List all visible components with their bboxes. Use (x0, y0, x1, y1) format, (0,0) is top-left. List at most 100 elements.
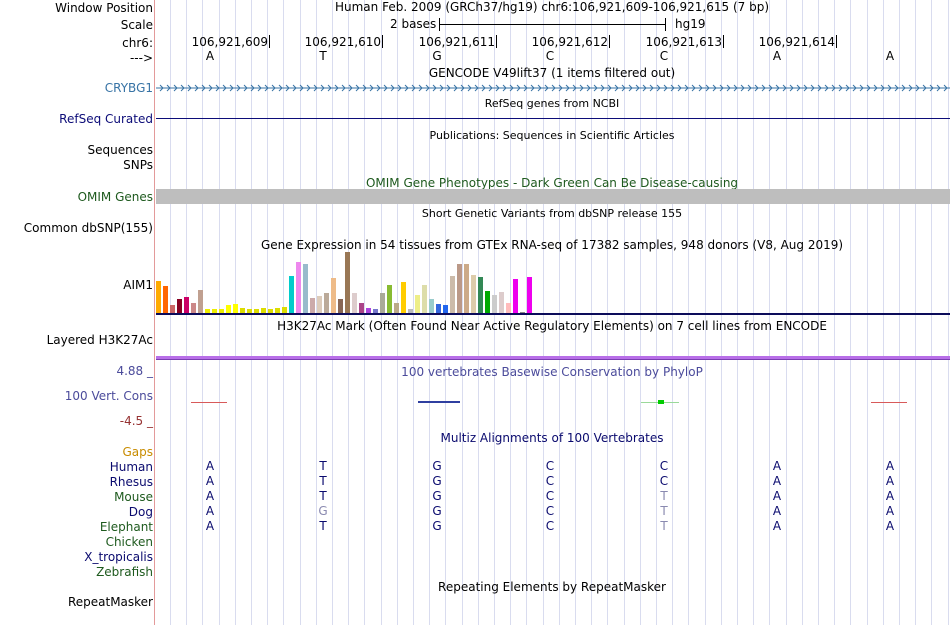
gtex-tissue-bar[interactable] (450, 276, 455, 313)
gtex-tissue-bar[interactable] (240, 308, 245, 313)
gtex-tissue-bar[interactable] (485, 291, 490, 313)
gtex-tissue-bar[interactable] (401, 282, 406, 313)
gtex-tissue-bar[interactable] (233, 304, 238, 313)
species-label-rhesus[interactable]: Rhesus (109, 475, 153, 489)
species-label-mouse[interactable]: Mouse (114, 490, 153, 504)
species-label-x-tropicalis[interactable]: X_tropicalis (84, 550, 153, 564)
alignment-base: G (432, 459, 442, 473)
gtex-tissue-bar[interactable] (268, 309, 273, 313)
gtex-tissue-bar[interactable] (282, 307, 287, 313)
gtex-tissue-bar[interactable] (170, 305, 175, 313)
gencode-gene-feature[interactable] (156, 82, 950, 94)
gtex-tissue-bar[interactable] (338, 299, 343, 313)
gtex-tissue-bar[interactable] (478, 277, 483, 313)
gtex-tissue-bar[interactable] (520, 312, 525, 313)
gtex-track-title[interactable]: Gene Expression in 54 tissues from GTEx … (260, 238, 844, 252)
scale-label: Scale (120, 18, 153, 32)
species-label-zebrafish[interactable]: Zebrafish (96, 565, 153, 579)
label-column-separator (154, 0, 155, 625)
gtex-tissue-bar[interactable] (177, 299, 182, 313)
h3k27ac-track-title[interactable]: H3K27Ac Mark (Often Found Near Active Re… (277, 319, 827, 333)
gtex-tissue-bar[interactable] (492, 295, 497, 313)
dbsnp-track-label[interactable]: Common dbSNP(155) (23, 221, 153, 235)
alignment-base: A (885, 474, 895, 488)
gtex-tissue-bar[interactable] (156, 281, 161, 313)
refseq-track-title[interactable]: RefSeq genes from NCBI (484, 97, 620, 110)
ref-base: C (659, 49, 669, 63)
gtex-tissue-bar[interactable] (324, 293, 329, 313)
gtex-tissue-bar[interactable] (226, 305, 231, 313)
gtex-track-label[interactable]: AIM1 (123, 278, 153, 292)
repeatmasker-track-label[interactable]: RepeatMasker (67, 595, 153, 609)
gtex-baseline (156, 313, 950, 315)
alignment-base: A (772, 474, 782, 488)
repeatmasker-track-title[interactable]: Repeating Elements by RepeatMasker (438, 580, 666, 594)
species-label-human[interactable]: Human (109, 460, 153, 474)
publications-label-snps[interactable]: SNPs (123, 158, 153, 172)
gtex-tissue-bar[interactable] (387, 285, 392, 313)
publications-label-sequences[interactable]: Sequences (87, 143, 153, 157)
coordinate-tick (723, 35, 724, 48)
gtex-tissue-bar[interactable] (191, 303, 196, 313)
alignment-base: A (772, 459, 782, 473)
gtex-tissue-bar[interactable] (443, 305, 448, 313)
gtex-tissue-bar[interactable] (310, 298, 315, 313)
gtex-tissue-bar[interactable] (471, 275, 476, 313)
gtex-tissue-bar[interactable] (457, 264, 462, 313)
gtex-tissue-bar[interactable] (499, 292, 504, 313)
species-label-dog[interactable]: Dog (128, 505, 153, 519)
gtex-tissue-bar[interactable] (212, 309, 217, 313)
gtex-tissue-bar[interactable] (296, 262, 301, 313)
gtex-tissue-bar[interactable] (527, 277, 532, 313)
multiz-track-title[interactable]: Multiz Alignments of 100 Vertebrates (440, 431, 664, 445)
gtex-tissue-bar[interactable] (366, 308, 371, 313)
gtex-tissue-bar[interactable] (415, 295, 420, 313)
gtex-tissue-bar[interactable] (373, 309, 378, 313)
gtex-tissue-bar[interactable] (506, 303, 511, 313)
gtex-tissue-bar[interactable] (198, 290, 203, 313)
gtex-tissue-bar[interactable] (429, 299, 434, 313)
gaps-track-label[interactable]: Gaps (122, 445, 153, 459)
omim-track-label[interactable]: OMIM Genes (77, 190, 153, 204)
gtex-tissue-bar[interactable] (275, 308, 280, 313)
gtex-tissue-bar[interactable] (422, 285, 427, 313)
refseq-track-label[interactable]: RefSeq Curated (59, 112, 153, 126)
gtex-tissue-bar[interactable] (219, 309, 224, 313)
omim-gene-bar[interactable] (156, 189, 950, 204)
species-label-chicken[interactable]: Chicken (105, 535, 153, 549)
gtex-tissue-bar[interactable] (513, 279, 518, 313)
h3k27ac-track-label[interactable]: Layered H3K27Ac (46, 333, 153, 347)
gtex-tissue-bar[interactable] (464, 264, 469, 313)
dbsnp-track-title[interactable]: Short Genetic Variants from dbSNP releas… (421, 207, 683, 220)
gtex-tissue-bar[interactable] (408, 309, 413, 313)
gtex-tissue-bar[interactable] (184, 297, 189, 313)
window-position-value[interactable]: Human Feb. 2009 (GRCh37/hg19) chr6:106,9… (334, 0, 770, 14)
gtex-tissue-bar[interactable] (247, 309, 252, 313)
phylop-track-title[interactable]: 100 vertebrates Basewise Conservation by… (401, 365, 703, 379)
h3k27ac-signal[interactable] (156, 356, 950, 359)
gtex-tissue-bar[interactable] (205, 309, 210, 313)
gencode-gene-label[interactable]: CRYBG1 (104, 81, 153, 95)
gtex-tissue-bar[interactable] (394, 303, 399, 313)
gtex-tissue-bar[interactable] (317, 296, 322, 313)
gtex-tissue-bar[interactable] (345, 252, 350, 313)
gtex-tissue-bar[interactable] (359, 303, 364, 313)
alignment-base: A (205, 474, 215, 488)
gtex-tissue-bar[interactable] (331, 278, 336, 313)
gtex-tissue-bar[interactable] (380, 293, 385, 313)
gtex-tissue-bar[interactable] (303, 264, 308, 313)
species-label-elephant[interactable]: Elephant (99, 520, 153, 534)
gtex-tissue-bar[interactable] (436, 304, 441, 313)
publications-track-title[interactable]: Publications: Sequences in Scientific Ar… (429, 129, 675, 142)
gtex-tissue-bar[interactable] (163, 286, 168, 313)
coordinate-tick (609, 35, 610, 48)
gencode-track-title[interactable]: GENCODE V49lift37 (1 items filtered out) (428, 66, 676, 80)
refseq-gene-feature[interactable] (156, 118, 950, 119)
alignment-base: G (432, 474, 442, 488)
phylop-track-label[interactable]: 100 Vert. Cons (64, 389, 153, 403)
gtex-tissue-bar[interactable] (289, 276, 294, 313)
gtex-tissue-bar[interactable] (261, 308, 266, 313)
gtex-tissue-bar[interactable] (254, 309, 259, 313)
gtex-tissue-bar[interactable] (352, 293, 357, 313)
omim-track-title[interactable]: OMIM Gene Phenotypes - Dark Green Can Be… (365, 176, 739, 190)
